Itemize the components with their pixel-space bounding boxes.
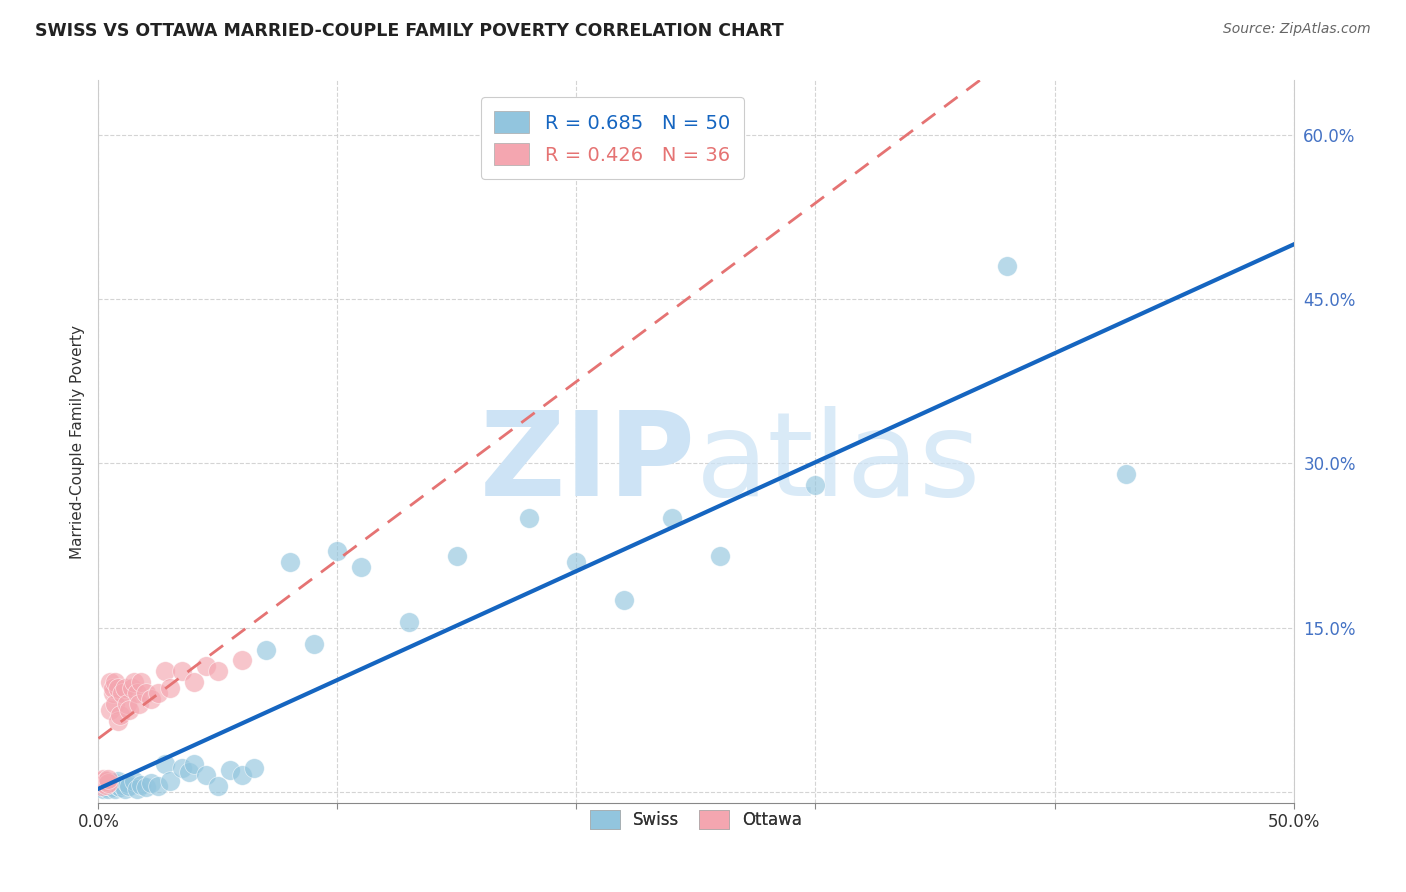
Point [91, 772, 114, 786]
Point [565, 555, 588, 569]
Point [278, 555, 301, 569]
Point [121, 681, 143, 695]
Point [97, 776, 120, 790]
Point [155, 757, 177, 772]
Point [804, 478, 827, 492]
Point [155, 665, 177, 679]
Point [231, 768, 253, 782]
Text: SWISS VS OTTAWA MARRIED-COUPLE FAMILY POVERTY CORRELATION CHART: SWISS VS OTTAWA MARRIED-COUPLE FAMILY PO… [35, 22, 785, 40]
Point [131, 778, 153, 792]
Point [114, 781, 136, 796]
Point [94, 773, 117, 788]
Point [91, 781, 114, 796]
Point [128, 698, 150, 712]
Point [135, 686, 157, 700]
Point [104, 698, 127, 712]
Point [111, 778, 134, 792]
Point [172, 761, 194, 775]
Point [94, 773, 117, 788]
Point [446, 549, 468, 564]
Point [107, 681, 129, 695]
Point [98, 703, 122, 717]
Point [995, 260, 1018, 274]
Point [101, 681, 124, 695]
Point [231, 653, 253, 667]
Point [326, 544, 349, 558]
Point [613, 593, 636, 607]
Point [97, 781, 120, 796]
Point [115, 698, 138, 712]
Point [91, 776, 114, 790]
Point [135, 780, 157, 795]
Point [114, 681, 136, 695]
Point [97, 778, 120, 792]
Point [709, 549, 731, 564]
Point [124, 773, 146, 788]
Point [108, 780, 131, 795]
Point [90, 780, 112, 794]
Point [159, 681, 181, 695]
Point [517, 511, 540, 525]
Text: Source: ZipAtlas.com: Source: ZipAtlas.com [1223, 22, 1371, 37]
Point [398, 615, 420, 630]
Point [139, 776, 162, 790]
Point [207, 780, 229, 794]
Point [302, 637, 325, 651]
Point [97, 772, 120, 786]
Point [101, 686, 124, 700]
Point [91, 776, 114, 790]
Y-axis label: Married-Couple Family Poverty: Married-Couple Family Poverty [69, 325, 84, 558]
Point [148, 686, 170, 700]
Point [125, 781, 148, 796]
Point [661, 511, 683, 525]
Point [243, 761, 266, 775]
Point [125, 686, 148, 700]
Point [1115, 467, 1137, 482]
Point [104, 675, 127, 690]
Point [108, 708, 131, 723]
Point [94, 780, 117, 795]
Point [111, 686, 134, 700]
Point [254, 642, 277, 657]
Point [107, 773, 129, 788]
Text: ZIP: ZIP [479, 406, 696, 521]
Point [118, 703, 141, 717]
Point [207, 665, 229, 679]
Point [90, 780, 112, 794]
Point [195, 768, 218, 782]
Point [139, 691, 162, 706]
Point [172, 665, 194, 679]
Point [148, 780, 170, 794]
Point [104, 776, 127, 790]
Point [98, 775, 122, 789]
Point [195, 659, 218, 673]
Point [159, 773, 181, 788]
Point [107, 780, 129, 794]
Point [94, 778, 117, 792]
Text: atlas: atlas [696, 406, 981, 521]
Point [115, 776, 138, 790]
Legend: Swiss, Ottawa: Swiss, Ottawa [581, 802, 811, 838]
Point [183, 675, 205, 690]
Point [107, 714, 129, 728]
Point [219, 763, 242, 777]
Point [124, 675, 146, 690]
Point [350, 560, 373, 574]
Point [118, 780, 141, 794]
Point [131, 675, 153, 690]
Point [104, 781, 127, 796]
Point [90, 773, 112, 788]
Point [101, 780, 124, 795]
Point [183, 757, 205, 772]
Point [98, 780, 122, 794]
Point [98, 675, 122, 690]
Point [179, 765, 201, 780]
